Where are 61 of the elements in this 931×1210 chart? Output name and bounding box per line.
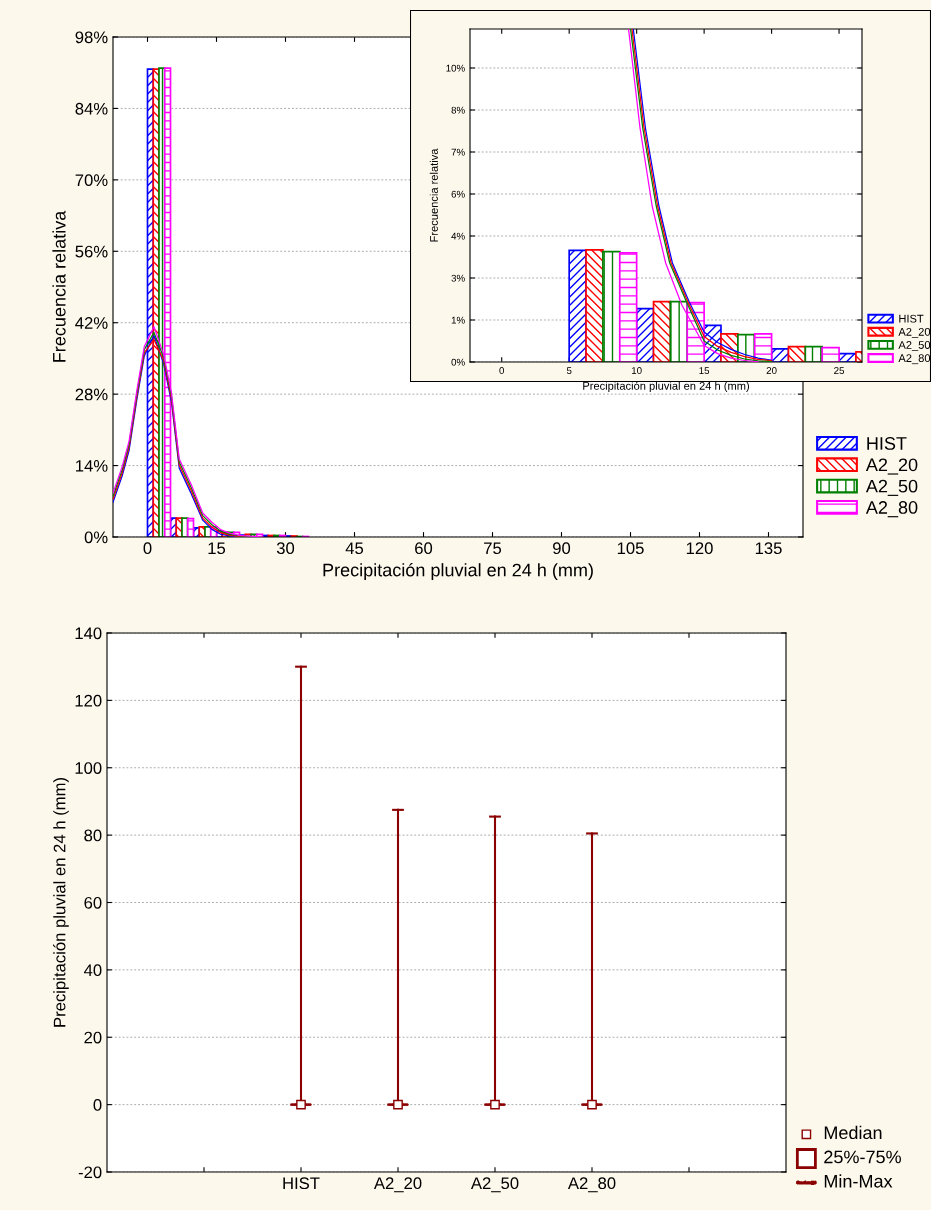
x-tick-label: 105 bbox=[617, 542, 644, 555]
legend-label: A2_20 bbox=[865, 458, 918, 475]
y-tick-label: 0% bbox=[451, 358, 465, 366]
x-tick-label: 0 bbox=[143, 542, 152, 555]
text: Median bbox=[824, 1125, 882, 1140]
y-axis-title: Precipitación pluvial en 24 h (mm) bbox=[53, 778, 69, 1027]
y-tick-label: 14% bbox=[76, 460, 108, 472]
legend-label: HIST bbox=[899, 314, 924, 323]
y-tick-label: 10% bbox=[446, 64, 465, 72]
legend-label: A2_50 bbox=[865, 479, 918, 496]
y-tick-label: 1% bbox=[451, 316, 465, 324]
y-tick-label: 28% bbox=[75, 388, 108, 401]
y-tick-label: 7% bbox=[451, 148, 465, 156]
x-tick-label: 5 bbox=[566, 367, 572, 374]
legend-label: A2_80 bbox=[865, 501, 918, 518]
x-tick-label: 75 bbox=[484, 542, 502, 555]
x-tick-label: 15 bbox=[699, 367, 710, 374]
y-tick-label: 6% bbox=[451, 190, 465, 198]
y-axis-title: Frecuencia relativa bbox=[429, 148, 438, 242]
x-axis-title: Precipitación pluvial en 24 h (mm) bbox=[583, 381, 749, 392]
y-tick-label: 80 bbox=[84, 829, 102, 842]
x-tick-label: 135 bbox=[755, 542, 782, 555]
y-tick-label: 60 bbox=[84, 896, 102, 909]
y-tick-label: 98% bbox=[75, 31, 108, 44]
x-tick-label: A2_80 bbox=[567, 1177, 616, 1193]
y-axis-title: Frecuencia relativa bbox=[52, 210, 66, 362]
y-tick-label: 8% bbox=[451, 106, 465, 114]
y-tick-label: 100 bbox=[75, 762, 102, 774]
y-tick-label: -20 bbox=[78, 1166, 102, 1179]
x-tick-label: A2_20 bbox=[373, 1177, 422, 1193]
x-tick-label: 10 bbox=[631, 367, 642, 374]
text: 25%-75% bbox=[824, 1150, 901, 1164]
y-tick-label: 3% bbox=[451, 274, 465, 282]
legend-label: HIST bbox=[867, 437, 907, 450]
x-tick-label: 20 bbox=[766, 367, 777, 374]
x-tick-label: 90 bbox=[553, 542, 571, 555]
y-tick-label: 40 bbox=[83, 964, 102, 977]
y-tick-label: 56% bbox=[75, 245, 108, 258]
text: Min-Max bbox=[824, 1174, 893, 1188]
x-tick-label: 15 bbox=[208, 542, 226, 555]
legend-label: A2_20 bbox=[898, 327, 931, 338]
x-tick-label: HIST bbox=[283, 1177, 320, 1190]
x-tick-label: 30 bbox=[276, 542, 295, 555]
legend-label: A2_80 bbox=[898, 354, 931, 365]
y-tick-label: 0% bbox=[84, 531, 108, 544]
y-tick-label: 140 bbox=[75, 627, 102, 640]
x-tick-label: 25 bbox=[834, 367, 845, 374]
y-tick-label: 84% bbox=[75, 102, 108, 115]
y-tick-label: 42% bbox=[75, 317, 108, 329]
legend-label: A2_50 bbox=[898, 341, 931, 351]
y-tick-label: 70% bbox=[75, 174, 108, 187]
y-tick-label: 120 bbox=[75, 694, 102, 707]
y-tick-label: 4% bbox=[451, 232, 465, 240]
x-tick-label: 45 bbox=[345, 542, 364, 555]
x-tick-label: A2_50 bbox=[470, 1177, 519, 1193]
x-tick-label: 60 bbox=[415, 542, 433, 555]
y-tick-label: 0 bbox=[93, 1099, 102, 1111]
x-axis-title: Precipitación pluvial en 24 h (mm) bbox=[323, 562, 593, 580]
x-tick-label: 120 bbox=[686, 542, 713, 555]
x-tick-label: 0 bbox=[499, 367, 505, 374]
y-tick-label: 20 bbox=[84, 1031, 102, 1044]
